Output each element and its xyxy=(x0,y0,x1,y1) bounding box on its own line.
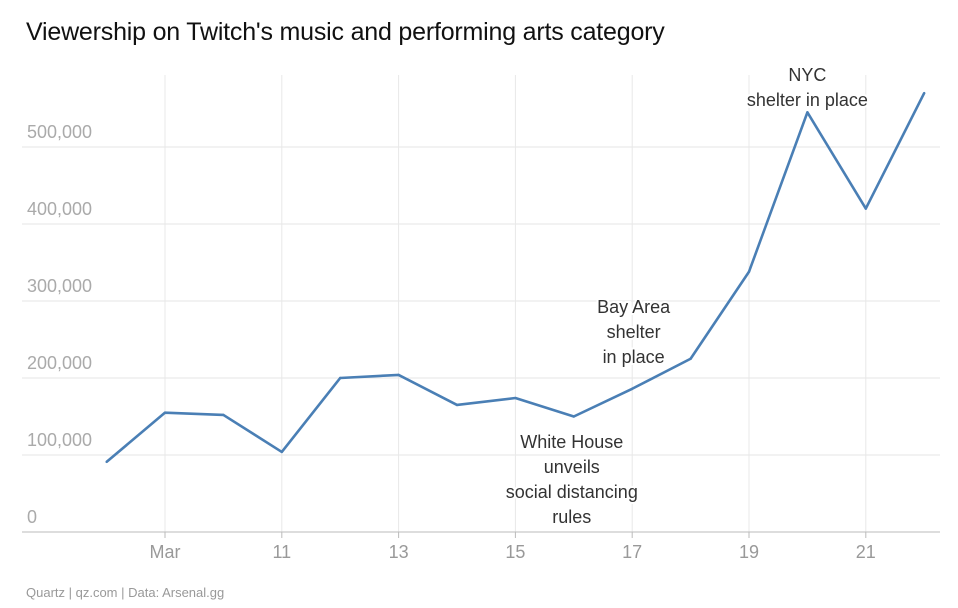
x-tick-label: 13 xyxy=(389,542,409,562)
x-tick-label: 21 xyxy=(856,542,876,562)
x-tick-label: 17 xyxy=(622,542,642,562)
source-credit: Quartz | qz.com | Data: Arsenal.gg xyxy=(26,585,225,600)
grid-layer xyxy=(22,75,940,532)
chart-title: Viewership on Twitch's music and perform… xyxy=(26,18,665,46)
data-point xyxy=(864,207,867,210)
x-tick-label: 11 xyxy=(272,542,291,562)
y-tick-label: 300,000 xyxy=(27,276,92,296)
annotation-label: unveils xyxy=(544,457,600,477)
axis-layer: 0 100,000 200,000 300,000 400,000 500,000 Mar 1… xyxy=(22,122,940,562)
series-layer xyxy=(105,91,926,464)
annotation-layer: White House unveils social distancing rules… xyxy=(504,63,870,529)
y-tick-label: 400,000 xyxy=(27,199,92,219)
data-point xyxy=(689,357,692,360)
annotation-label: rules xyxy=(552,507,591,527)
annotation-label: in place xyxy=(603,347,665,367)
annotation-label: NYC xyxy=(788,65,826,85)
data-point xyxy=(631,387,634,390)
x-tick-label: Mar xyxy=(150,542,181,562)
annotation-label: shelter xyxy=(607,322,661,342)
y-tick-label: 0 xyxy=(27,507,37,527)
data-point xyxy=(747,270,751,273)
data-point xyxy=(105,460,108,464)
data-point xyxy=(514,396,517,400)
annotation-label: social distancing xyxy=(506,482,638,502)
data-point xyxy=(397,373,400,377)
annotation-label: Bay Area xyxy=(597,297,671,317)
data-point xyxy=(339,376,342,380)
data-point xyxy=(923,91,926,95)
data-point xyxy=(280,450,283,454)
data-point xyxy=(572,415,575,418)
annotation-label: shelter in place xyxy=(747,90,868,110)
data-point xyxy=(222,413,225,417)
y-tick-label: 500,000 xyxy=(27,122,92,142)
data-point xyxy=(806,111,809,114)
y-tick-label: 200,000 xyxy=(27,353,92,373)
annotation-label: White House xyxy=(520,432,623,452)
data-point xyxy=(163,411,167,414)
x-tick-label: 19 xyxy=(739,542,759,562)
x-tick-label: 15 xyxy=(505,542,525,562)
data-point xyxy=(455,403,459,407)
y-tick-label: 100,000 xyxy=(27,430,92,450)
